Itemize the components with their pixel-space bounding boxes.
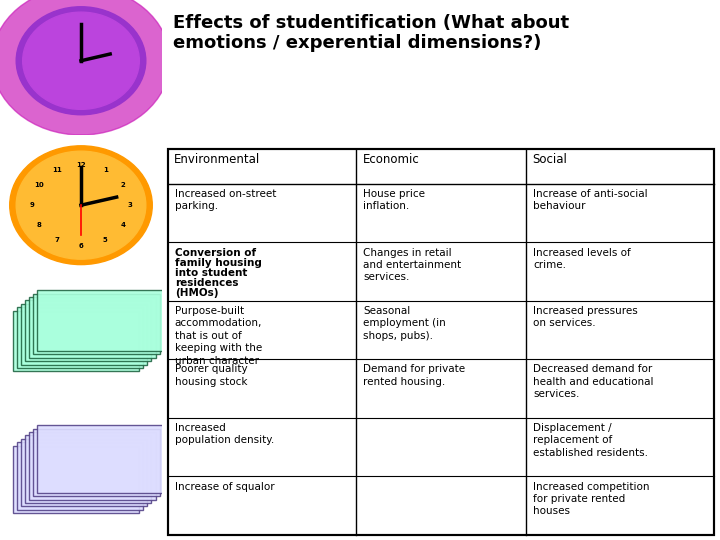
- FancyBboxPatch shape: [21, 438, 148, 507]
- Text: House price
inflation.: House price inflation.: [364, 189, 426, 211]
- FancyBboxPatch shape: [13, 310, 140, 372]
- Text: Environmental: Environmental: [174, 153, 261, 166]
- Text: (HMOs): (HMOs): [175, 288, 218, 298]
- Text: Seasonal
employment (in
shops, pubs).: Seasonal employment (in shops, pubs).: [364, 306, 446, 341]
- Text: 6: 6: [78, 242, 84, 249]
- Text: 9: 9: [30, 202, 35, 208]
- FancyBboxPatch shape: [29, 432, 156, 500]
- FancyBboxPatch shape: [29, 297, 156, 357]
- FancyBboxPatch shape: [33, 429, 160, 496]
- Circle shape: [17, 151, 145, 259]
- Bar: [168, 148, 714, 535]
- Text: Poorer quality
housing stock: Poorer quality housing stock: [175, 364, 248, 387]
- Text: Decreased demand for
health and educational
services.: Decreased demand for health and educatio…: [533, 364, 654, 399]
- Text: 2: 2: [121, 182, 125, 188]
- FancyBboxPatch shape: [37, 426, 163, 492]
- FancyBboxPatch shape: [17, 442, 143, 510]
- Circle shape: [9, 146, 153, 265]
- Text: Increased on-street
parking.: Increased on-street parking.: [175, 189, 276, 211]
- FancyBboxPatch shape: [25, 435, 151, 503]
- Bar: [168, 148, 714, 535]
- Text: 8: 8: [37, 222, 41, 228]
- Text: residences: residences: [175, 278, 238, 288]
- Text: 3: 3: [127, 202, 132, 208]
- Text: 10: 10: [34, 182, 44, 188]
- Text: into student: into student: [175, 268, 247, 278]
- Circle shape: [17, 6, 145, 115]
- Text: Purpose-built
accommodation,
that is out of
keeping with the
urban character: Purpose-built accommodation, that is out…: [175, 306, 262, 366]
- Text: Social: Social: [533, 153, 567, 166]
- Text: 7: 7: [54, 237, 59, 244]
- FancyBboxPatch shape: [25, 300, 151, 361]
- Text: Displacement /
replacement of
established residents.: Displacement / replacement of establishe…: [533, 423, 648, 458]
- Circle shape: [0, 0, 170, 135]
- Text: Economic: Economic: [363, 153, 420, 166]
- FancyBboxPatch shape: [13, 446, 140, 513]
- FancyBboxPatch shape: [21, 303, 148, 364]
- Text: 5: 5: [103, 237, 108, 244]
- Text: Increase of anti-social
behaviour: Increase of anti-social behaviour: [533, 189, 647, 211]
- Text: Increased levels of
crime.: Increased levels of crime.: [533, 247, 631, 270]
- FancyBboxPatch shape: [17, 307, 143, 368]
- FancyBboxPatch shape: [33, 294, 160, 354]
- Text: 4: 4: [120, 222, 125, 228]
- FancyBboxPatch shape: [37, 291, 163, 351]
- Text: family housing: family housing: [175, 258, 261, 268]
- Text: 12: 12: [76, 161, 86, 168]
- Circle shape: [23, 12, 140, 109]
- Text: Increase of squalor: Increase of squalor: [175, 482, 274, 491]
- Text: 11: 11: [52, 167, 62, 173]
- Text: Demand for private
rented housing.: Demand for private rented housing.: [364, 364, 466, 387]
- Text: Increased
population density.: Increased population density.: [175, 423, 274, 445]
- Text: Increased competition
for private rented
houses: Increased competition for private rented…: [533, 482, 649, 516]
- Text: Increased pressures
on services.: Increased pressures on services.: [533, 306, 638, 328]
- Text: 1: 1: [103, 167, 108, 173]
- Text: Conversion of: Conversion of: [175, 247, 256, 258]
- Text: Effects of studentification (What about
emotions / experential dimensions?): Effects of studentification (What about …: [173, 14, 570, 52]
- Text: Changes in retail
and entertainment
services.: Changes in retail and entertainment serv…: [364, 247, 462, 282]
